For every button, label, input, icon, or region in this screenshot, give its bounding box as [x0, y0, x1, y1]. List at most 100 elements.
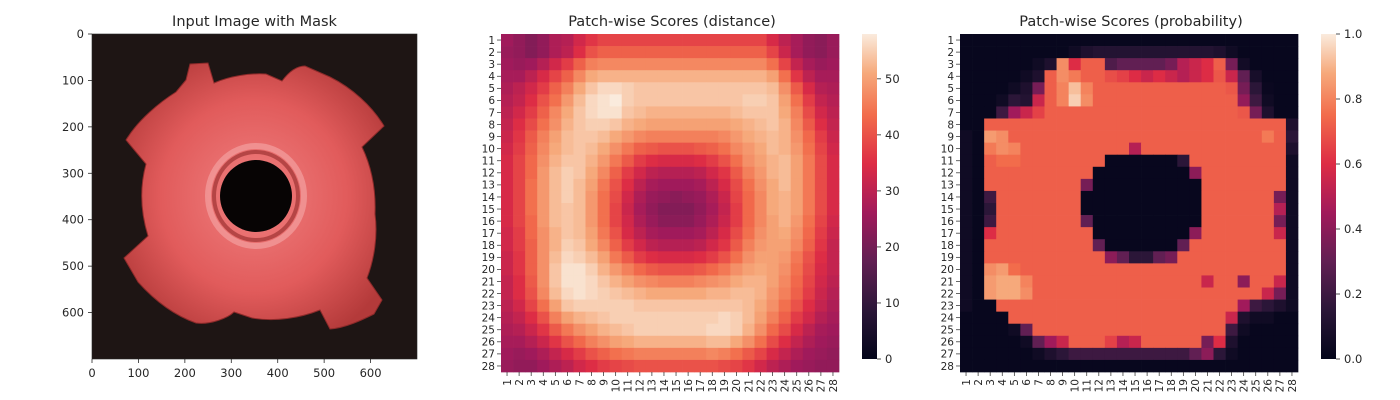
- heatmap-cell: [682, 287, 695, 300]
- heatmap-cell: [1177, 275, 1190, 288]
- heatmap-cell: [1068, 227, 1082, 240]
- heatmap-cell: [537, 359, 550, 373]
- heatmap-cell: [1008, 215, 1021, 228]
- heatmap-cell: [694, 142, 707, 156]
- heatmap-cell: [597, 227, 610, 240]
- heatmap-cell: [1068, 142, 1082, 156]
- heatmap-cell: [1080, 166, 1094, 180]
- heatmap-cell: [1129, 106, 1142, 119]
- heatmap-cell: [1141, 178, 1154, 192]
- heatmap-cell: [585, 359, 598, 373]
- heatmap-cell: [1273, 323, 1287, 337]
- heatmap-y-tick-label: 28: [941, 361, 954, 373]
- heatmap-cell: [814, 46, 828, 59]
- heatmap-cell: [1141, 166, 1154, 180]
- heatmap-cell: [1092, 190, 1106, 204]
- heatmap-cell: [1225, 34, 1238, 47]
- heatmap-cell: [754, 94, 767, 107]
- heatmap-cell: [682, 82, 695, 95]
- heatmap-cell: [802, 118, 816, 131]
- heatmap-cell: [1285, 70, 1299, 83]
- heatmap-cell: [694, 215, 707, 228]
- heatmap-cell: [766, 203, 779, 216]
- heatmap-cell: [597, 263, 610, 276]
- heatmap-cell: [1020, 130, 1033, 143]
- heatmap-cell: [1104, 34, 1118, 47]
- heatmap-cell: [766, 82, 779, 95]
- heatmap-cell: [585, 335, 598, 349]
- heatmap-cell: [718, 94, 731, 107]
- heatmap-cell: [1056, 154, 1069, 168]
- heatmap-cell: [766, 94, 779, 107]
- heatmap-cell: [1261, 239, 1275, 252]
- heatmap-cell: [597, 34, 610, 47]
- heatmap-cell: [1213, 239, 1226, 252]
- heatmap-cell: [1165, 70, 1178, 83]
- heatmap-x-tick-label: 23: [767, 379, 779, 392]
- heatmap-cell: [996, 203, 1009, 216]
- heatmap-x-tick-label: 26: [1263, 379, 1275, 393]
- heatmap-cell: [1225, 94, 1238, 107]
- heatmap-cell: [1201, 130, 1214, 143]
- heatmap-cell: [1285, 142, 1299, 156]
- heatmap-cell: [1068, 239, 1082, 252]
- heatmap-cell: [1141, 287, 1154, 300]
- heatmap-cell: [657, 142, 671, 156]
- heatmap-cell: [525, 46, 538, 59]
- heatmap-y-tick-label: 24: [941, 312, 955, 324]
- heatmap-cell: [1189, 46, 1202, 59]
- heatmap-cell: [1104, 359, 1118, 373]
- heatmap-cell: [1273, 118, 1287, 131]
- heatmap-cell: [1165, 166, 1178, 180]
- heatmap-cell: [996, 178, 1009, 192]
- heatmap-cell: [1225, 335, 1238, 349]
- heatmap-cell: [1020, 118, 1033, 131]
- heatmap-cell: [525, 203, 538, 216]
- heatmap-cell: [802, 190, 816, 204]
- heatmap-cell: [1285, 118, 1299, 131]
- heatmap-cell: [1165, 178, 1178, 192]
- heatmap-cell: [1116, 239, 1130, 252]
- heatmap-cell: [1032, 46, 1045, 59]
- heatmap-cell: [670, 323, 683, 337]
- heatmap-x-tick-label: 17: [1154, 379, 1166, 392]
- heatmap-cell: [645, 251, 659, 264]
- heatmap-cell: [766, 299, 779, 312]
- heatmap-cell: [984, 215, 997, 228]
- heatmap-cell: [790, 82, 804, 95]
- heatmap-cell: [960, 106, 973, 119]
- colorbar-tick-label: 20: [885, 240, 900, 254]
- heatmap-cell: [585, 275, 598, 288]
- heatmap-cell: [972, 34, 985, 47]
- heatmap-cell: [573, 287, 586, 300]
- heatmap-cell: [1177, 190, 1190, 204]
- heatmap-cell: [1249, 239, 1263, 252]
- heatmap-x-tick-label: 6: [562, 379, 574, 386]
- heatmap-cell: [670, 299, 683, 312]
- heatmap-cell: [1104, 106, 1118, 119]
- heatmap-cell: [1165, 142, 1178, 156]
- heatmap-cell: [790, 154, 804, 168]
- heatmap-cell: [573, 215, 586, 228]
- heatmap-cell: [1237, 215, 1251, 228]
- heatmap-cell: [718, 106, 731, 119]
- heatmap-cell: [1068, 359, 1082, 373]
- heatmap-cell: [1044, 34, 1057, 47]
- heatmap-cell: [972, 190, 985, 204]
- heatmap-cell: [585, 323, 598, 337]
- heatmap-x-tick-label: 9: [1057, 379, 1069, 386]
- heatmap-cell: [1285, 263, 1299, 276]
- heatmap-cell: [573, 178, 586, 192]
- heatmap-x-tick-label: 21: [1202, 379, 1214, 392]
- heatmap-cell: [766, 130, 779, 143]
- heatmap-y-tick-label: 1: [947, 35, 954, 47]
- heatmap-cell: [972, 142, 985, 156]
- heatmap-cell: [996, 190, 1009, 204]
- heatmap-cell: [742, 263, 755, 276]
- heatmap-cell: [742, 323, 755, 337]
- heatmap-cell: [694, 130, 707, 143]
- heatmap-cell: [1201, 263, 1214, 276]
- heatmap-cell: [670, 359, 683, 373]
- heatmap-y-tick-label: 13: [482, 180, 495, 192]
